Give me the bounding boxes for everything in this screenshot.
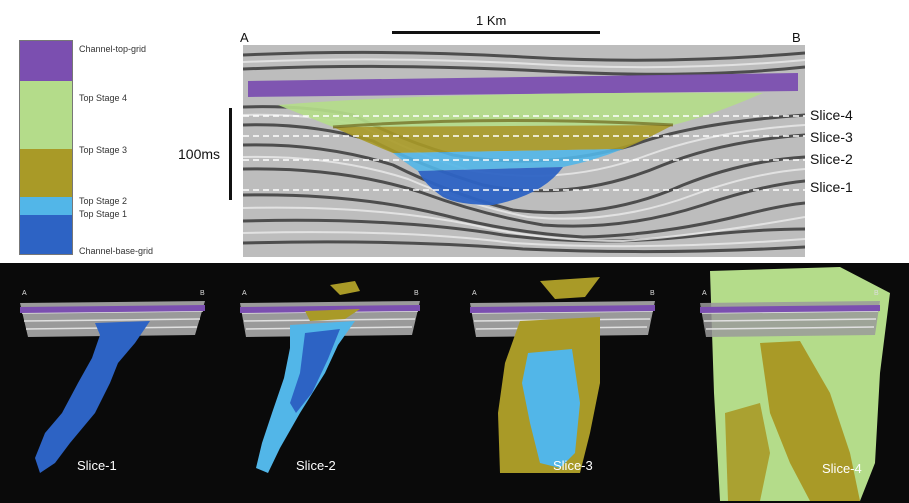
channel-top-band	[248, 73, 798, 97]
slice-label-4: Slice-4	[810, 107, 853, 123]
map-4-end-b: B	[874, 290, 879, 297]
map-slice-3	[470, 277, 655, 473]
legend-band-stage-3	[20, 149, 72, 197]
map-3-end-b: B	[650, 290, 655, 297]
map-slice-4	[700, 267, 890, 501]
slice-label-2: Slice-2	[810, 151, 853, 167]
slice-maps-panel: A B A B A B A B Slice-1 Slice-2 Slice-3 …	[0, 263, 909, 503]
stage-3-fill	[333, 125, 673, 153]
stage-1-fill	[418, 167, 563, 205]
map-1-end-b: B	[200, 290, 205, 297]
seismic-section	[243, 45, 805, 257]
legend-band-channel-top	[20, 41, 72, 81]
legend-color-column	[19, 40, 73, 255]
vertical-scale-bar	[229, 108, 232, 200]
horizontal-scale-label: 1 Km	[476, 13, 507, 28]
map-3-end-a: A	[472, 290, 477, 297]
map-label-slice-1: Slice-1	[77, 458, 117, 473]
slice-maps	[20, 267, 890, 501]
legend-label-stage-2: Top Stage 2	[79, 196, 128, 206]
map-4-end-a: A	[702, 290, 707, 297]
map-slice-2	[240, 281, 420, 473]
map-label-slice-2: Slice-2	[296, 458, 336, 473]
legend-band-stage-4	[20, 81, 72, 149]
legend-label-channel-top: Channel-top-grid	[79, 44, 147, 54]
legend-label-stage-3: Top Stage 3	[79, 145, 128, 155]
horizontal-scale-bar	[392, 31, 600, 34]
stage-3-detail	[332, 118, 674, 129]
legend-label-stage-4: Top Stage 4	[79, 93, 128, 103]
map-label-slice-4: Slice-4	[822, 461, 862, 476]
map-slice-1	[20, 301, 205, 473]
map-label-slice-3: Slice-3	[553, 458, 593, 473]
legend-band-stage-2	[20, 197, 72, 215]
stage-4-fill	[278, 92, 763, 127]
slice-label-3: Slice-3	[810, 129, 853, 145]
map-2-end-b: B	[414, 290, 419, 297]
legend-label-channel-base: Channel-base-grid	[79, 246, 154, 256]
legend-band-stage-1	[20, 215, 72, 254]
vertical-scale-label: 100ms	[178, 146, 221, 162]
map-2-end-a: A	[242, 290, 247, 297]
slice-lines	[243, 115, 805, 191]
section-end-b: B	[792, 30, 801, 45]
section-end-a: A	[240, 30, 249, 45]
legend-label-stage-1: Top Stage 1	[79, 209, 128, 219]
slice-label-1: Slice-1	[810, 179, 853, 195]
map-1-end-a: A	[22, 290, 27, 297]
